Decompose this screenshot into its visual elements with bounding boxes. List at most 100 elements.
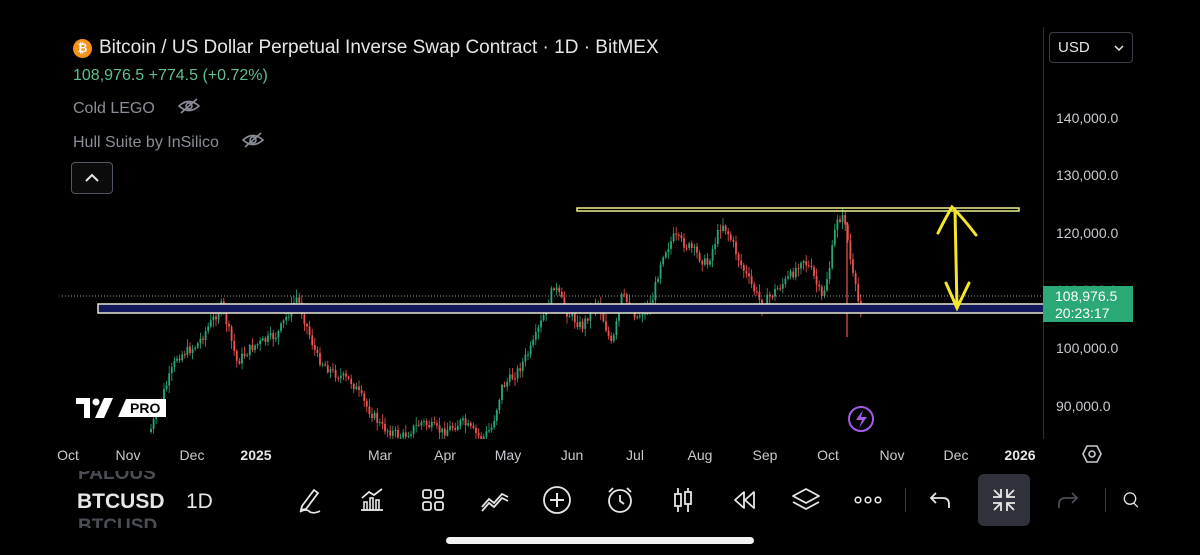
resistance-line[interactable] (576, 207, 1020, 212)
candle-body (493, 421, 496, 428)
currency-value: USD (1058, 39, 1090, 56)
candle-body (358, 386, 360, 390)
indicator-hull-suite[interactable]: Hull Suite by InSilico (73, 131, 265, 154)
drawing-tool-icon[interactable] (295, 485, 325, 515)
candle-body (508, 374, 511, 382)
candle-body (774, 289, 776, 297)
more-icon[interactable] (853, 485, 883, 515)
eye-off-icon[interactable] (177, 97, 201, 120)
candles-icon[interactable] (668, 485, 698, 515)
currency-select[interactable]: USD (1049, 32, 1133, 63)
candle-body (675, 233, 678, 235)
price-chart[interactable] (62, 27, 1140, 439)
tradingview-pro-label: PRO (118, 399, 167, 417)
candle-body (225, 308, 228, 325)
price-change: 108,976.5 +774.5 (+0.72%) (73, 67, 268, 84)
candle-body (311, 335, 314, 346)
candle-body (839, 219, 841, 222)
support-zone[interactable] (97, 303, 1077, 314)
candle-body (329, 369, 332, 373)
fullscreen-exit-button[interactable] (978, 474, 1030, 526)
layers-icon[interactable] (791, 485, 821, 515)
chart-canvas[interactable] (62, 27, 1140, 439)
time-axis-label: Jul (626, 447, 644, 463)
candle-body (204, 331, 207, 340)
candle-body (274, 337, 277, 340)
time-axis-label: Mar (367, 447, 393, 463)
candle-body (368, 406, 371, 415)
candle-body (303, 314, 306, 325)
candle-body (685, 247, 688, 249)
candle-body (397, 429, 399, 438)
candle-body (519, 368, 522, 371)
add-icon[interactable] (542, 485, 572, 515)
layout-grid-icon[interactable] (418, 485, 448, 515)
candle-body (724, 225, 727, 232)
symbol-title[interactable]: ₿ Bitcoin / US Dollar Perpetual Inverse … (73, 37, 659, 59)
candle-body (709, 260, 711, 265)
candle-body (360, 389, 363, 394)
price-axis-label: 140,000.0 (1056, 110, 1119, 126)
candle-body (667, 248, 670, 253)
symbol-title-text: Bitcoin / US Dollar Perpetual Inverse Sw… (99, 37, 659, 58)
candle-body (165, 385, 168, 390)
symbol-button[interactable]: BTCUSD (77, 490, 165, 513)
candle-body (384, 423, 386, 432)
symbol-scroll-next: BTCUSD (78, 516, 158, 537)
candle-body (181, 354, 184, 361)
candle-body (550, 288, 553, 306)
candle-body (391, 430, 394, 436)
candle-body (568, 316, 571, 318)
candle-body (438, 425, 441, 433)
chevron-up-icon (85, 173, 99, 182)
candle-body (781, 284, 784, 289)
candle-body (527, 354, 529, 356)
candle-body (212, 316, 215, 321)
candle-body (540, 320, 542, 328)
candle-body (828, 267, 831, 280)
interval-button[interactable]: 1D (186, 490, 213, 513)
candle-body (163, 389, 165, 401)
undo-icon[interactable] (926, 485, 956, 515)
candle-body (636, 316, 639, 318)
candle-body (415, 424, 418, 426)
candle-body (722, 225, 724, 231)
candle-body (610, 335, 613, 341)
candle-body (581, 321, 584, 329)
indicators-icon[interactable] (357, 485, 387, 515)
candle-body (342, 373, 345, 376)
candle-body (820, 286, 823, 296)
range-arrow-annotation[interactable] (936, 204, 978, 312)
collapse-arrows-icon[interactable] (989, 485, 1019, 515)
candle-body (215, 316, 217, 320)
candle-body (797, 267, 800, 269)
search-icon[interactable] (1120, 485, 1140, 515)
candle-body (420, 422, 423, 426)
eye-off-icon[interactable] (241, 131, 265, 154)
replay-icon[interactable] (729, 485, 759, 515)
candle-body (693, 246, 696, 248)
compare-icon[interactable] (480, 485, 510, 515)
indicator-cold-lego[interactable]: Cold LEGO (73, 97, 201, 120)
axis-settings-icon[interactable] (1082, 444, 1102, 469)
candle-body (589, 309, 592, 321)
candle-body (776, 288, 779, 290)
event-flash-icon[interactable] (848, 406, 874, 432)
candle-body (789, 271, 792, 277)
candle-body (488, 430, 490, 432)
candle-body (501, 384, 503, 400)
candle-body (454, 428, 457, 430)
candle-body (178, 358, 181, 361)
candle-body (615, 320, 618, 336)
collapse-legend-button[interactable] (71, 162, 113, 194)
candle-body (662, 257, 665, 265)
candle-body (345, 373, 347, 377)
candle-body (584, 318, 587, 329)
redo-icon[interactable] (1052, 485, 1082, 515)
time-axis-label: Aug (687, 447, 713, 463)
candle-body (475, 427, 477, 434)
candle-body (277, 330, 280, 338)
alert-clock-icon[interactable] (605, 485, 635, 515)
candle-body (272, 333, 275, 340)
candle-body (813, 267, 815, 276)
